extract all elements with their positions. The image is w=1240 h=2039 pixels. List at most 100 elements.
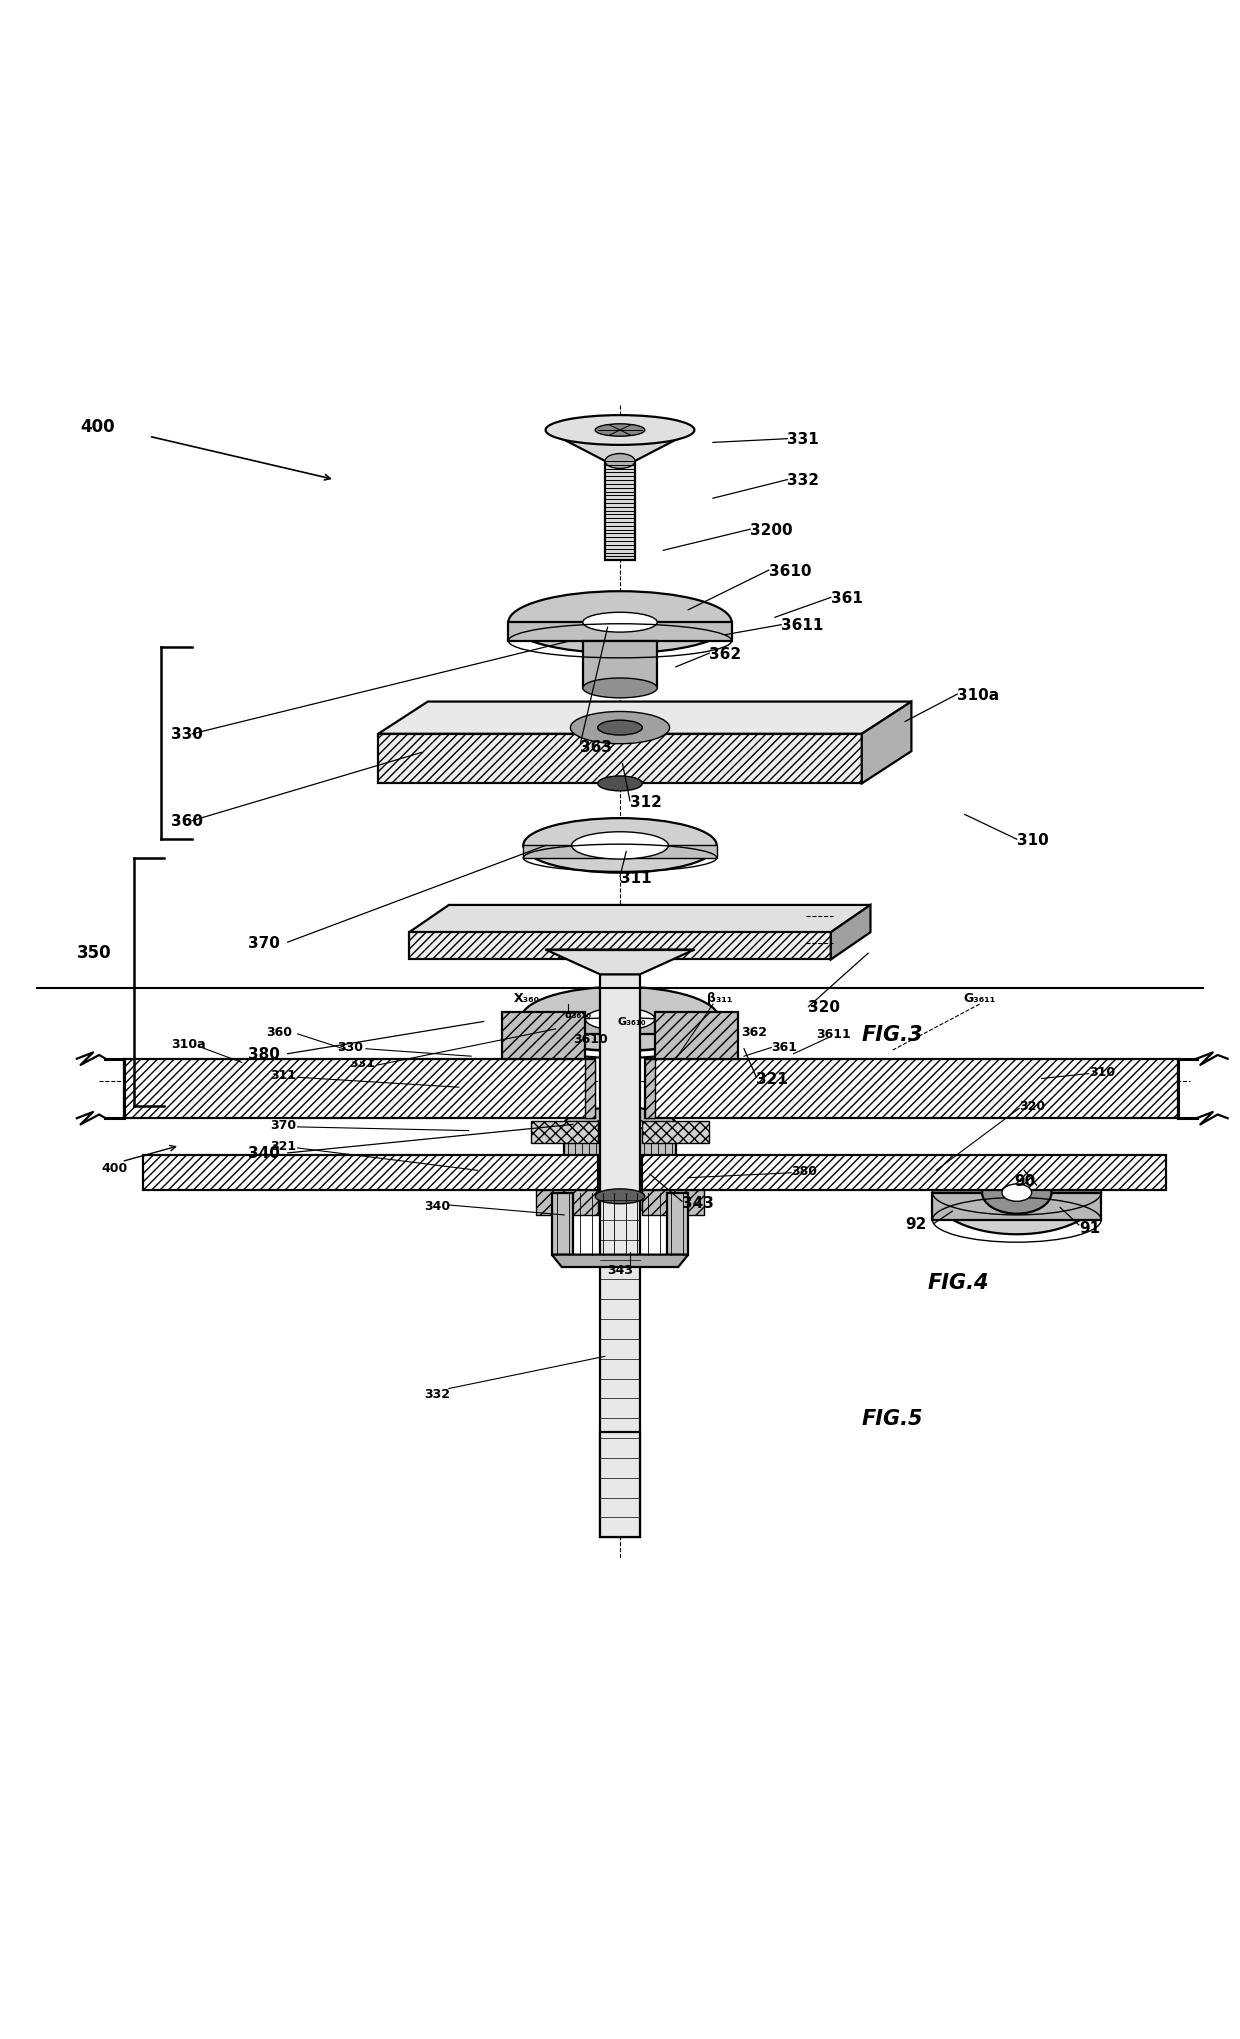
- Ellipse shape: [982, 1172, 1052, 1213]
- Ellipse shape: [521, 987, 719, 1052]
- Ellipse shape: [583, 614, 657, 632]
- Polygon shape: [536, 1191, 598, 1215]
- Text: G₃₆₁₁: G₃₆₁₁: [963, 991, 996, 1005]
- Polygon shape: [862, 701, 911, 785]
- Text: 361: 361: [771, 1040, 797, 1054]
- Text: 312: 312: [630, 795, 662, 809]
- Text: 362: 362: [742, 1026, 768, 1038]
- Bar: [600, 1431, 640, 1537]
- Polygon shape: [409, 905, 870, 932]
- Text: 400: 400: [81, 418, 115, 436]
- Bar: [605, 461, 635, 561]
- Polygon shape: [552, 1254, 688, 1268]
- Polygon shape: [831, 905, 870, 960]
- Polygon shape: [600, 975, 640, 1537]
- Polygon shape: [378, 701, 911, 734]
- Ellipse shape: [1002, 1185, 1032, 1201]
- Text: 3200: 3200: [750, 522, 792, 538]
- Ellipse shape: [595, 424, 645, 436]
- Polygon shape: [546, 430, 694, 461]
- Text: 331: 331: [787, 432, 820, 447]
- Text: 350: 350: [77, 944, 112, 962]
- Polygon shape: [642, 1156, 1166, 1191]
- Polygon shape: [642, 1191, 704, 1215]
- Polygon shape: [531, 1121, 598, 1144]
- Ellipse shape: [595, 1189, 645, 1205]
- Text: α₃₆₁₀: α₃₆₁₀: [564, 1009, 591, 1020]
- Text: 400: 400: [102, 1162, 128, 1174]
- Text: 92: 92: [905, 1217, 926, 1232]
- Polygon shape: [655, 1011, 738, 1058]
- Text: 332: 332: [424, 1387, 450, 1401]
- Polygon shape: [409, 932, 831, 960]
- Polygon shape: [932, 1193, 1101, 1219]
- Text: 340: 340: [424, 1199, 450, 1211]
- Text: 330: 330: [337, 1040, 363, 1054]
- Text: 310: 310: [1017, 832, 1049, 848]
- Text: 310: 310: [1089, 1064, 1115, 1079]
- Polygon shape: [642, 1121, 709, 1144]
- Text: 343: 343: [682, 1195, 714, 1211]
- Text: 321: 321: [270, 1140, 296, 1152]
- Text: FIG.4: FIG.4: [928, 1272, 990, 1293]
- Ellipse shape: [572, 832, 668, 860]
- Text: 311: 311: [270, 1068, 296, 1083]
- Polygon shape: [143, 1156, 598, 1191]
- Ellipse shape: [598, 777, 642, 791]
- Ellipse shape: [605, 455, 635, 469]
- Polygon shape: [645, 1058, 1178, 1119]
- Text: 370: 370: [248, 936, 280, 950]
- Text: 340: 340: [248, 1146, 280, 1160]
- Text: β₃₁₁: β₃₁₁: [707, 991, 732, 1005]
- Text: 3611: 3611: [781, 618, 823, 632]
- Polygon shape: [546, 950, 694, 975]
- Text: 311: 311: [620, 871, 652, 885]
- Text: G₃₆₁₀: G₃₆₁₀: [618, 1017, 646, 1028]
- Text: 362: 362: [709, 646, 742, 661]
- Polygon shape: [378, 734, 862, 785]
- Text: 363: 363: [580, 740, 613, 754]
- Polygon shape: [521, 1020, 719, 1034]
- Text: FIG.3: FIG.3: [862, 1024, 924, 1044]
- Ellipse shape: [583, 679, 657, 699]
- Polygon shape: [523, 846, 717, 858]
- Ellipse shape: [564, 1107, 676, 1142]
- Ellipse shape: [523, 820, 717, 873]
- Text: 331: 331: [350, 1056, 376, 1068]
- Text: 360: 360: [267, 1026, 293, 1038]
- Polygon shape: [552, 1193, 573, 1254]
- Text: 91: 91: [1079, 1219, 1100, 1236]
- Polygon shape: [932, 1193, 1101, 1236]
- Ellipse shape: [585, 1009, 655, 1030]
- Polygon shape: [645, 1058, 655, 1119]
- Text: X₃₆₀: X₃₆₀: [513, 991, 541, 1005]
- Polygon shape: [667, 1193, 688, 1254]
- Text: 330: 330: [171, 728, 203, 742]
- Text: 343: 343: [608, 1264, 634, 1276]
- Text: 3611: 3611: [816, 1028, 851, 1040]
- Text: 3610: 3610: [573, 1034, 608, 1046]
- Ellipse shape: [546, 416, 694, 447]
- Text: 321: 321: [756, 1073, 789, 1087]
- Text: 320: 320: [1019, 1099, 1045, 1113]
- Text: 361: 361: [831, 591, 863, 606]
- Text: 310a: 310a: [171, 1038, 206, 1050]
- Text: 310a: 310a: [957, 687, 999, 701]
- Text: 332: 332: [787, 473, 820, 487]
- Polygon shape: [508, 622, 732, 642]
- Ellipse shape: [564, 1183, 676, 1211]
- Text: 360: 360: [171, 814, 203, 828]
- Text: 380: 380: [248, 1046, 280, 1062]
- Polygon shape: [502, 1011, 585, 1058]
- Text: 3610: 3610: [769, 563, 811, 579]
- Ellipse shape: [598, 722, 642, 736]
- Ellipse shape: [595, 1117, 645, 1132]
- Polygon shape: [583, 642, 657, 689]
- Text: 370: 370: [270, 1117, 296, 1132]
- Ellipse shape: [508, 591, 732, 655]
- Polygon shape: [564, 1126, 676, 1197]
- Polygon shape: [124, 1058, 595, 1119]
- Ellipse shape: [570, 712, 670, 744]
- Text: FIG.5: FIG.5: [862, 1409, 924, 1429]
- Text: 90: 90: [1014, 1172, 1035, 1189]
